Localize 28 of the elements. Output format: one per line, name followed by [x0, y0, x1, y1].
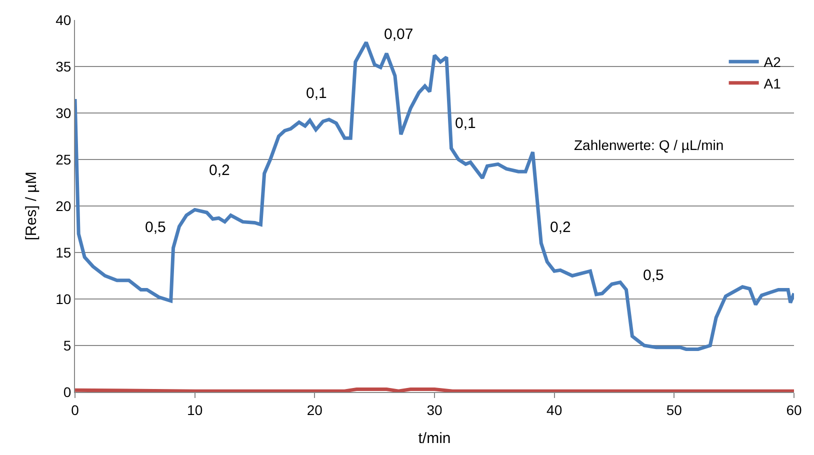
y-tick-label: 5: [63, 337, 72, 354]
annotation: 0,5: [643, 267, 664, 284]
y-tick-label: 10: [56, 290, 72, 307]
line-series: [75, 40, 794, 351]
annotation: 0,5: [145, 219, 166, 236]
x-tick-label: 20: [306, 402, 323, 418]
y-tick-label: 15: [56, 244, 72, 260]
x-tick-label: 40: [546, 402, 562, 418]
y-tick-label: 40: [56, 12, 72, 28]
y-tick-label: 30: [56, 104, 72, 121]
x-tick-label: 30: [426, 402, 442, 418]
y-tick-label: 35: [56, 58, 72, 74]
x-tick-label: 10: [187, 402, 203, 418]
annotation: Zahlenwerte: Q / µL/min: [574, 137, 724, 153]
annotation: 0,2: [550, 219, 571, 236]
y-axis-title: [Res] / µM: [22, 172, 40, 240]
x-axis-title: t/min: [418, 430, 451, 447]
legend-label: A2: [764, 54, 782, 70]
annotation: 0,1: [455, 115, 476, 132]
annotation: 0,2: [209, 162, 230, 179]
x-tick-label: 60: [786, 402, 802, 418]
y-tick-label: 0: [63, 384, 72, 400]
y-tick-label: 20: [56, 198, 72, 214]
y-tick-label: 25: [56, 151, 72, 168]
annotation: 0,1: [306, 85, 327, 102]
annotation: 0,07: [384, 26, 414, 43]
x-tick-label: 50: [666, 402, 682, 418]
legend-label: A1: [764, 75, 782, 92]
